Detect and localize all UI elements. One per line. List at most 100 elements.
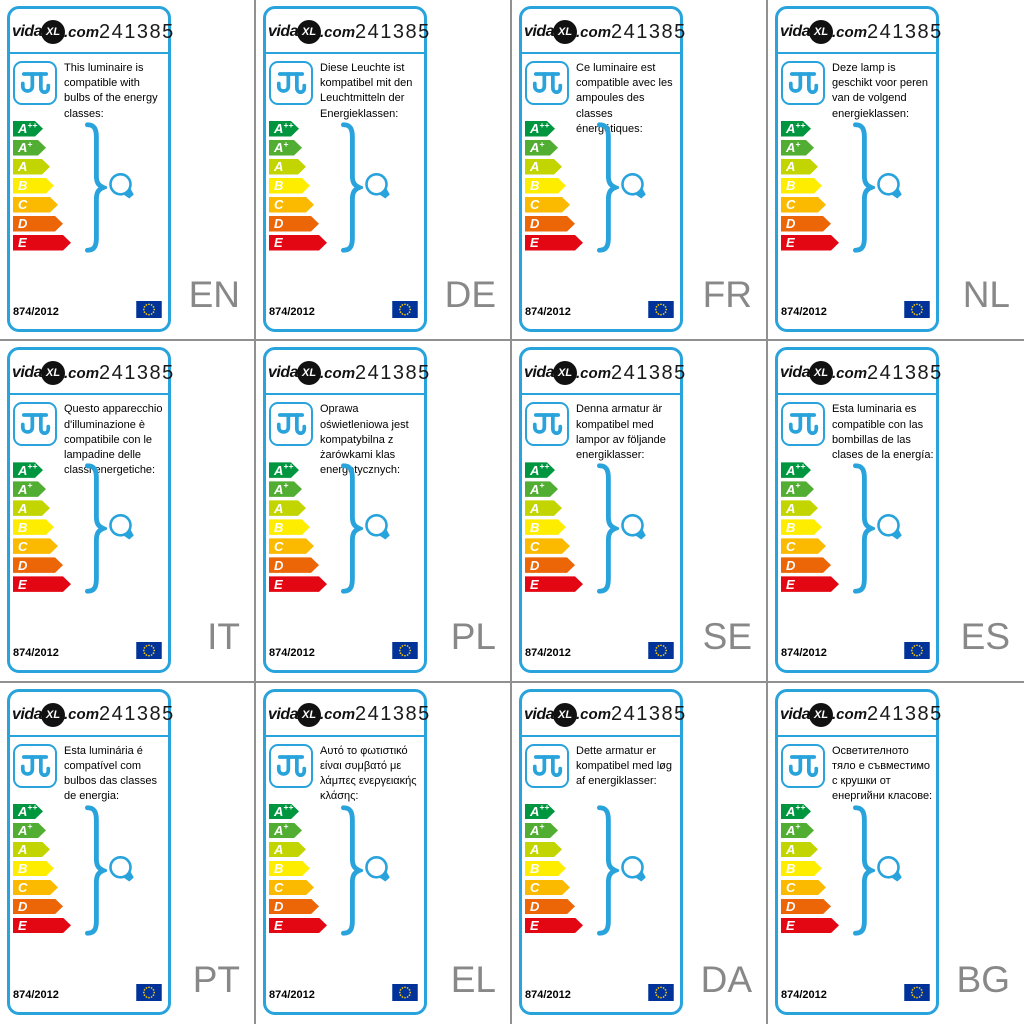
label-cell: vida XL .com 241385 Dette armatur er kom… <box>512 682 768 1024</box>
light-bulb-icon <box>612 161 666 216</box>
energy-class-arrow: A <box>269 500 306 516</box>
energy-class-arrow: B <box>781 861 822 877</box>
eu-flag-icon <box>392 983 418 1006</box>
label-cell: vida XL .com 241385 Esta luminaria es co… <box>768 341 1024 683</box>
energy-class-arrow: A <box>13 842 50 858</box>
vidaxl-logo: vida XL .com <box>268 361 355 386</box>
header-divider <box>266 393 424 396</box>
brace-icon <box>595 805 622 941</box>
language-code: SE <box>702 615 752 657</box>
brand-xl-badge: XL <box>41 20 66 44</box>
card-header: vida XL .com 241385 <box>524 358 685 388</box>
energy-class-arrow: A ++ <box>269 462 299 478</box>
card-header: vida XL .com 241385 <box>524 700 685 730</box>
compatibility-text: Αυτό το φωτιστικό είναι συμβατό με λάμπε… <box>320 744 417 803</box>
energy-class-letter: A <box>274 500 284 516</box>
luminaire-icon <box>269 743 313 788</box>
energy-class-arrow: A <box>781 842 818 858</box>
eu-flag-icon <box>136 301 162 323</box>
energy-class-arrow: A <box>13 500 50 516</box>
compatibility-text: Ce luminaire est compatible avec les amp… <box>576 62 673 135</box>
vidaxl-logo: vida XL .com <box>268 702 355 727</box>
vidaxl-logo: vida XL .com <box>780 20 867 44</box>
luminaire-icon <box>13 402 57 447</box>
brand-xl-badge: XL <box>41 361 66 386</box>
energy-class-letter: A <box>530 841 540 857</box>
brace-icon <box>83 463 110 599</box>
energy-class-arrow: E <box>13 576 71 592</box>
brand-prefix: vida <box>524 705 555 723</box>
eu-flag-icon <box>136 983 162 1006</box>
brand-prefix: vida <box>780 364 811 382</box>
card-footer: 874/2012 <box>13 983 162 1006</box>
energy-class-arrow: C <box>13 880 58 896</box>
product-number: 241385 <box>99 20 175 43</box>
energy-class-letter: A <box>274 159 284 175</box>
energy-class-arrow: A ++ <box>525 462 555 478</box>
energy-class-arrow: A <box>13 159 50 175</box>
energy-label-card: vida XL .com 241385 Esta luminária é com… <box>7 688 173 1015</box>
compatibility-text: Questo apparecchio d'illuminazione è com… <box>64 403 163 477</box>
energy-class-sup: ++ <box>283 802 294 813</box>
card-header: vida XL .com 241385 <box>780 700 941 730</box>
energy-label-card: vida XL .com 241385 Осветителното тяло е… <box>775 688 941 1015</box>
energy-class-letter: A <box>530 121 540 137</box>
brand-xl-text: XL <box>301 367 317 380</box>
vidaxl-logo: vida XL .com <box>780 702 867 727</box>
label-cell: vida XL .com 241385 Questo apparecchio d… <box>0 341 256 683</box>
info-row: Questo apparecchio d'illuminazione è com… <box>13 402 166 478</box>
card-footer: 874/2012 <box>269 642 418 664</box>
energy-class-letter: B <box>274 519 284 535</box>
energy-class-letter: D <box>274 216 284 232</box>
compatibility-text: Deze lamp is geschikt voor peren van de … <box>832 62 928 120</box>
brace-icon <box>595 122 622 258</box>
brand-xl-badge: XL <box>553 702 578 727</box>
brand-xl-badge: XL <box>809 361 834 386</box>
label-cell: vida XL .com 241385 This luminaire is co… <box>0 0 256 342</box>
energy-class-arrow: A <box>269 159 306 175</box>
light-bulb-icon <box>868 844 922 899</box>
luminaire-icon <box>269 402 313 447</box>
brand-prefix: vida <box>12 364 43 382</box>
energy-class-arrow: A + <box>525 481 558 497</box>
energy-class-letter: D <box>786 898 796 914</box>
language-code: EN <box>188 274 240 316</box>
brand-suffix: .com <box>576 364 612 382</box>
energy-class-sup: ++ <box>27 119 38 130</box>
luminaire-icon <box>13 743 57 788</box>
brand-suffix: .com <box>832 23 868 41</box>
energy-class-list: A ++ A + A B C D E <box>269 121 327 251</box>
energy-class-letter: E <box>530 917 539 933</box>
energy-class-arrow: E <box>525 235 583 251</box>
energy-class-arrow: E <box>269 918 327 934</box>
energy-class-letter: A <box>274 121 284 137</box>
energy-class-arrow: E <box>525 918 583 934</box>
energy-class-list: A ++ A + A B C D E <box>525 804 583 934</box>
brand-prefix: vida <box>12 23 43 40</box>
product-number: 241385 <box>355 361 431 384</box>
energy-class-arrow: A + <box>781 140 814 156</box>
energy-class-arrow: B <box>13 861 54 877</box>
energy-class-arrow: D <box>13 557 63 573</box>
energy-class-list: A ++ A + A B C D E <box>781 462 839 592</box>
compatibility-text: Esta luminaria es compatible con las bom… <box>832 403 934 461</box>
energy-class-letter: B <box>274 860 284 876</box>
energy-class-letter: A <box>530 462 540 478</box>
energy-class-letter: B <box>18 519 28 535</box>
energy-class-letter: A <box>274 481 284 497</box>
energy-class-arrow: A <box>525 159 562 175</box>
product-number: 241385 <box>611 20 687 43</box>
energy-class-sup: ++ <box>539 802 550 813</box>
brand-xl-text: XL <box>557 367 573 380</box>
product-number: 241385 <box>99 703 175 726</box>
energy-class-arrow: A + <box>781 823 814 839</box>
energy-class-arrow: A ++ <box>525 804 555 820</box>
card-footer: 874/2012 <box>525 642 674 664</box>
compatibility-text: Dette armatur er kompatibel med løg af e… <box>576 744 672 787</box>
energy-class-letter: A <box>786 841 796 857</box>
card-header: vida XL .com 241385 <box>12 700 173 730</box>
energy-class-letter: A <box>786 803 796 819</box>
energy-class-arrow: A <box>525 500 562 516</box>
brace-icon <box>339 463 366 599</box>
energy-class-sup: + <box>27 138 33 149</box>
